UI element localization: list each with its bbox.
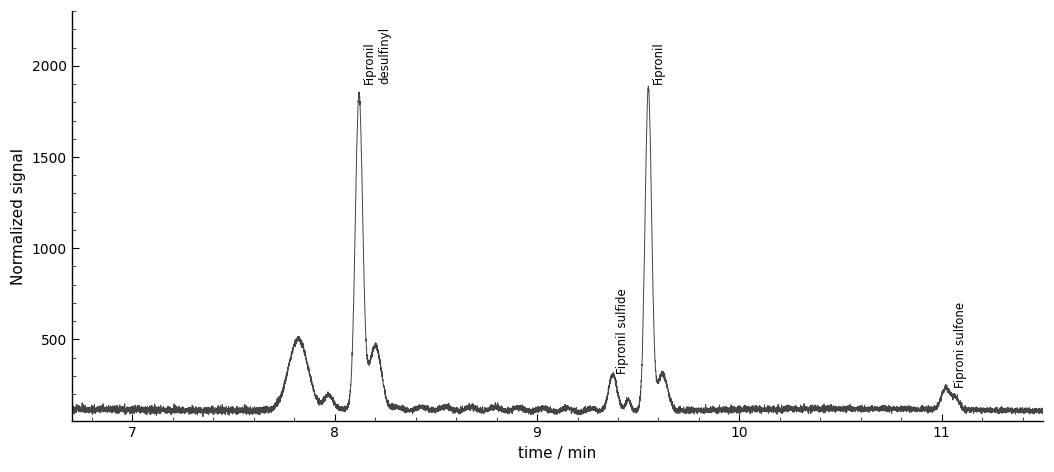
Text: Fipronil sulfide: Fipronil sulfide bbox=[616, 288, 629, 374]
Text: Fiproni sulfone: Fiproni sulfone bbox=[954, 302, 967, 388]
Text: Fipronil: Fipronil bbox=[652, 42, 665, 84]
X-axis label: time / min: time / min bbox=[519, 446, 597, 461]
Y-axis label: Normalized signal: Normalized signal bbox=[12, 148, 26, 285]
Text: Fipronil
desulfinyl: Fipronil desulfinyl bbox=[363, 27, 391, 84]
